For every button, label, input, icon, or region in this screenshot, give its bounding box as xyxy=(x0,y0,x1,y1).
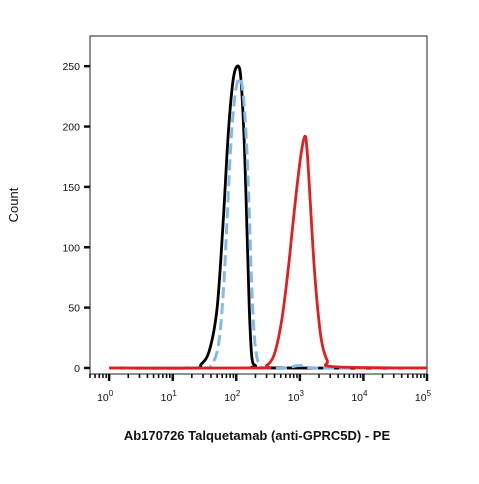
x-tick-base: 10 xyxy=(97,392,109,404)
x-tick-base: 10 xyxy=(351,392,363,404)
x-tick-label: 102 xyxy=(224,389,241,404)
y-tick-label: 200 xyxy=(62,122,80,134)
series-1-line xyxy=(109,76,428,371)
y-tick-label: 0 xyxy=(74,363,80,375)
y-axis: 0 50 100 150 200 250 xyxy=(62,61,90,375)
x-tick-label: 101 xyxy=(161,389,178,404)
x-tick-exponent: 5 xyxy=(427,389,432,398)
series-layer xyxy=(109,64,428,371)
x-tick-base: 10 xyxy=(415,392,427,404)
x-tick-exponent: 4 xyxy=(363,389,368,398)
x-tick-exponent: 2 xyxy=(236,389,241,398)
x-tick-label: 104 xyxy=(351,389,368,404)
y-tick-label: 50 xyxy=(68,303,80,315)
y-tick-label: 100 xyxy=(62,242,80,254)
x-axis-title: Ab170726 Talquetamab (anti-GPRC5D) - PE xyxy=(124,428,391,443)
series-2-line xyxy=(109,134,428,370)
y-axis-title: Count xyxy=(6,187,21,222)
x-tick-base: 10 xyxy=(161,392,173,404)
x-tick-label: 105 xyxy=(415,389,432,404)
x-tick-exponent: 1 xyxy=(172,389,177,398)
x-axis: 100 101 102 103 104 105 xyxy=(89,374,432,404)
x-tick-base: 10 xyxy=(288,392,300,404)
x-tick-label: 100 xyxy=(97,389,114,404)
series-0-line xyxy=(109,64,428,370)
x-tick-exponent: 0 xyxy=(109,389,114,398)
y-tick-label: 150 xyxy=(62,182,80,194)
plot-frame xyxy=(89,35,428,375)
x-tick-exponent: 3 xyxy=(299,389,304,398)
x-tick-label: 103 xyxy=(288,389,305,404)
y-tick-label: 250 xyxy=(62,61,80,73)
x-tick-base: 10 xyxy=(224,392,236,404)
